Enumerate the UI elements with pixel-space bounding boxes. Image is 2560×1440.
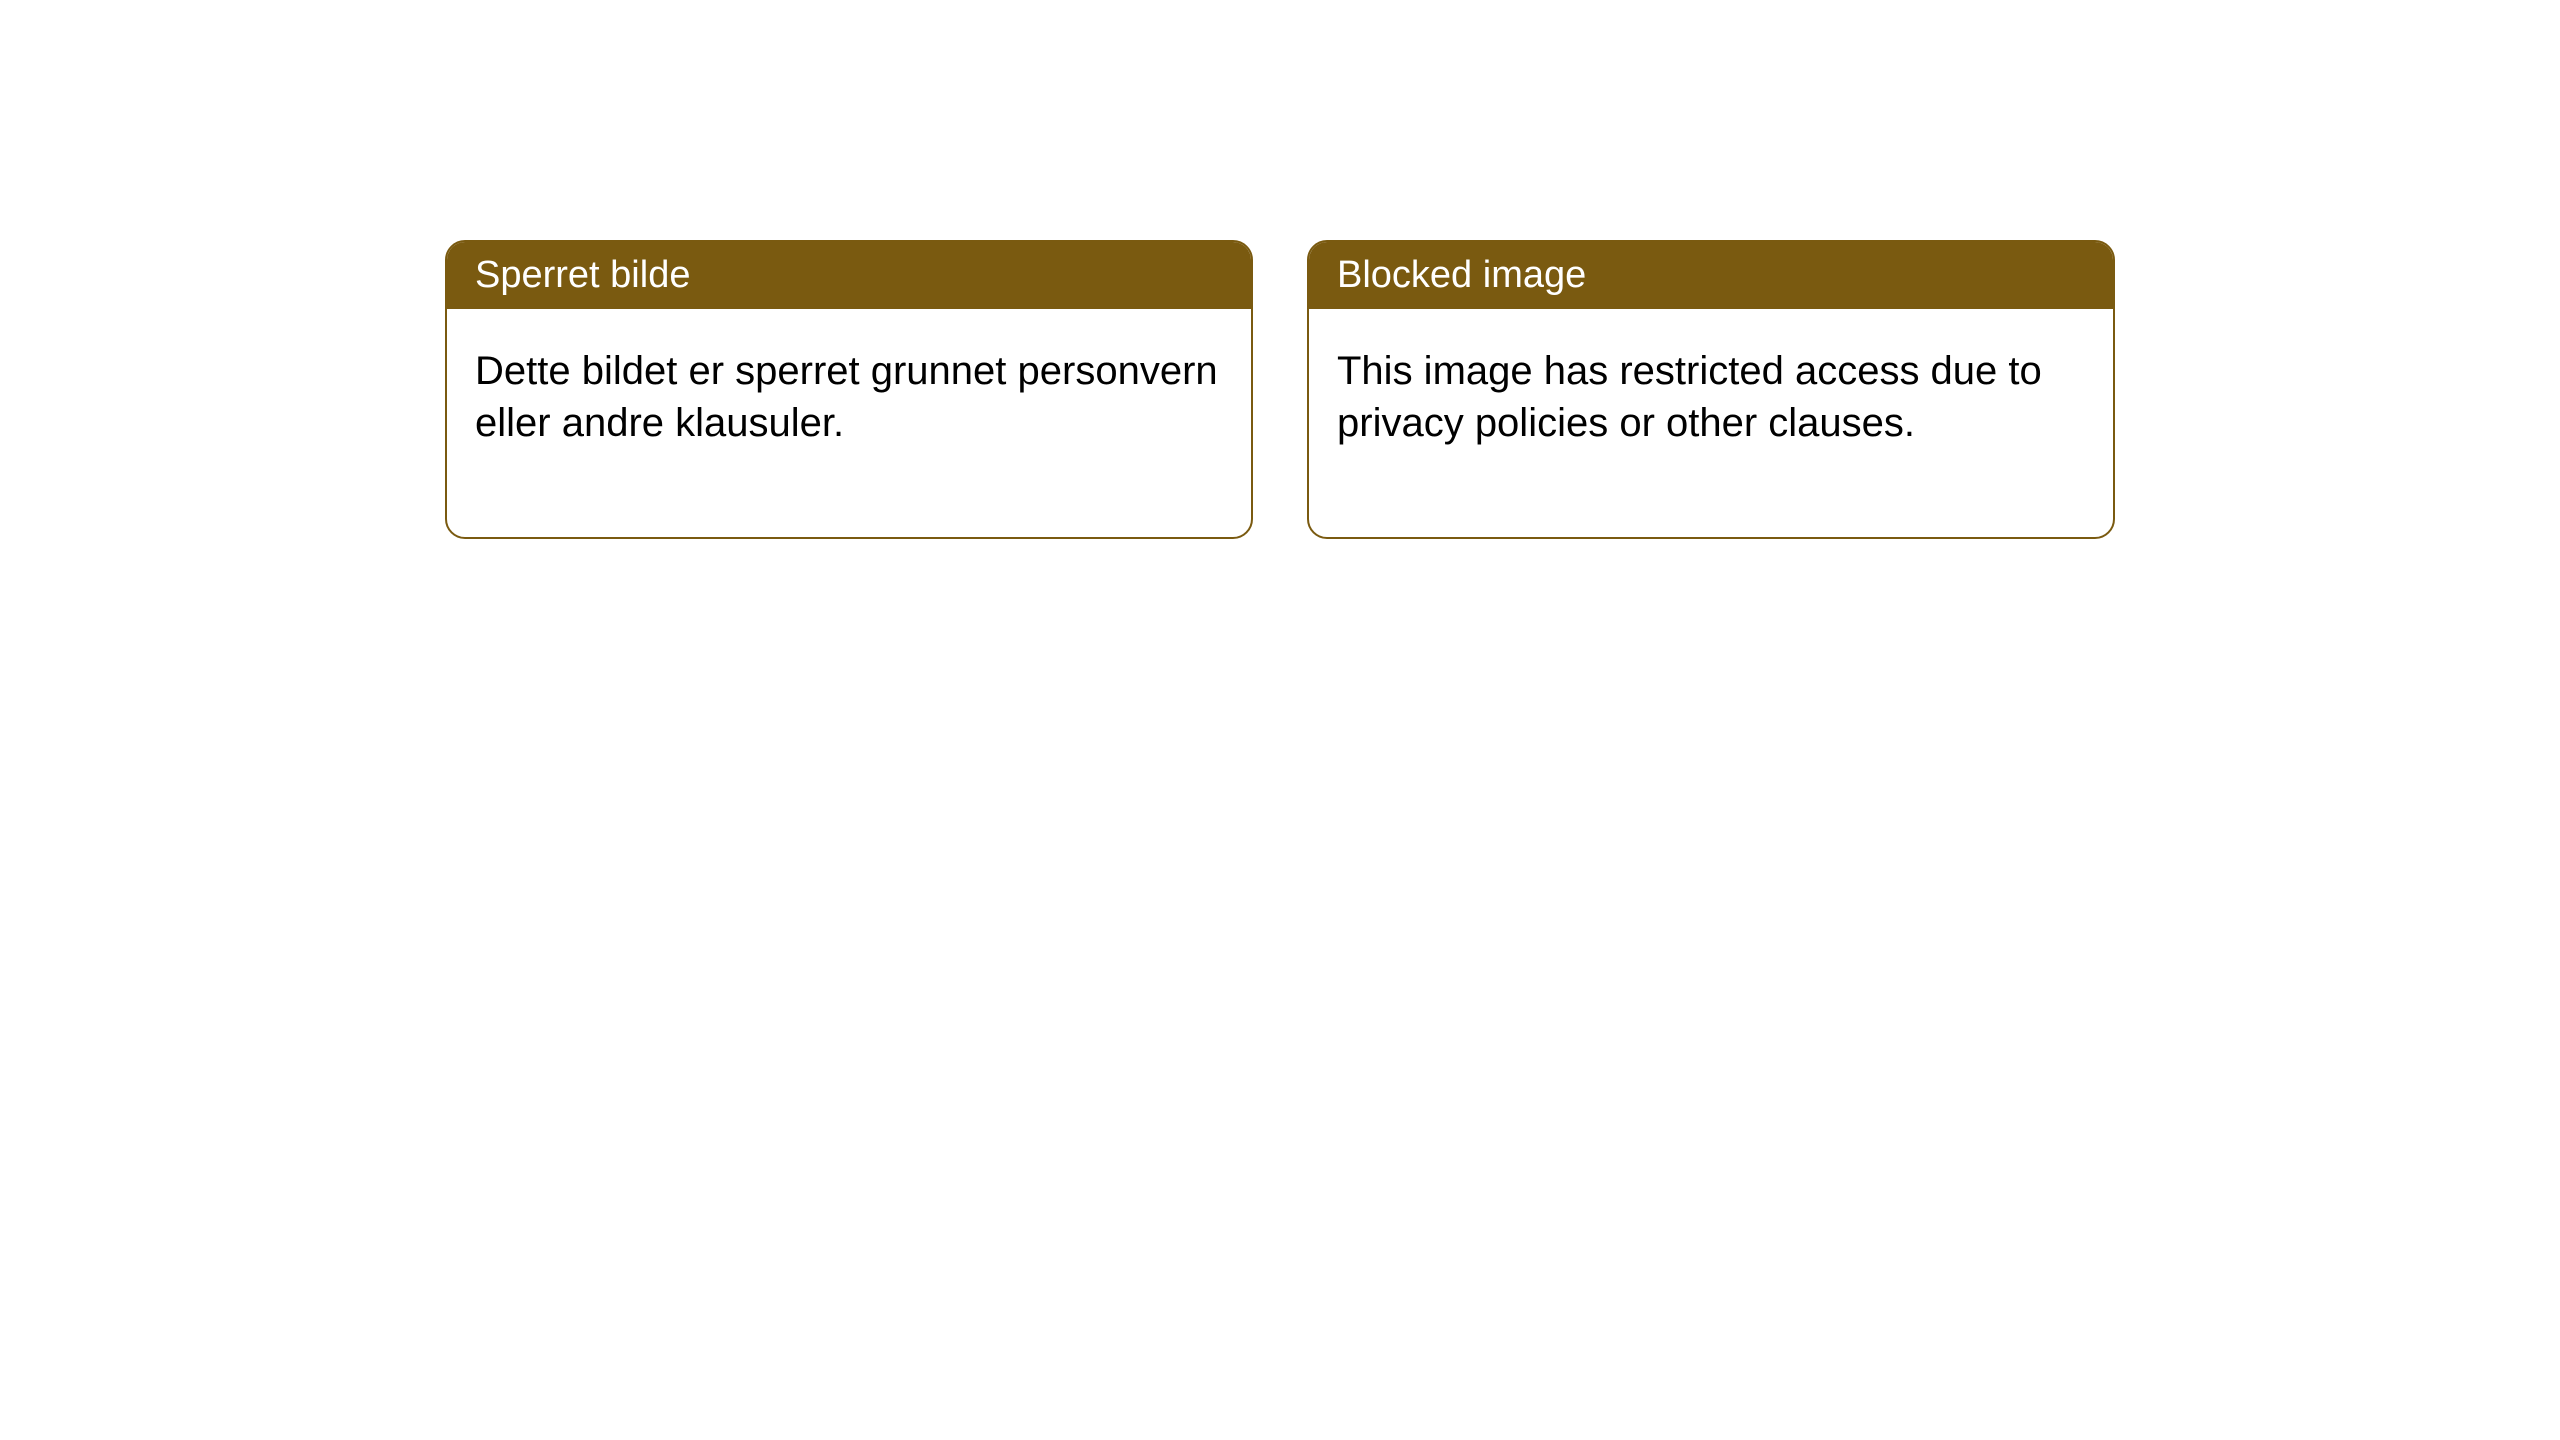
notice-header: Sperret bilde (447, 242, 1251, 309)
notice-header: Blocked image (1309, 242, 2113, 309)
notice-container: Sperret bilde Dette bildet er sperret gr… (0, 0, 2560, 539)
notice-card-english: Blocked image This image has restricted … (1307, 240, 2115, 539)
notice-body: This image has restricted access due to … (1309, 309, 2113, 537)
notice-body: Dette bildet er sperret grunnet personve… (447, 309, 1251, 537)
notice-card-norwegian: Sperret bilde Dette bildet er sperret gr… (445, 240, 1253, 539)
